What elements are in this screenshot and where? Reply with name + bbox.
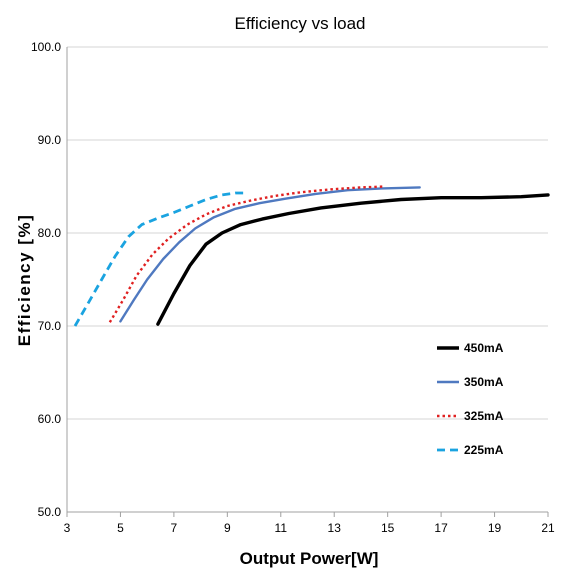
x-tick-label: 17 (434, 521, 448, 535)
y-tick-label: 70.0 (38, 319, 62, 333)
chart-title: Efficiency vs load (234, 14, 365, 33)
y-tick-label: 50.0 (38, 505, 62, 519)
y-tick-label: 80.0 (38, 226, 62, 240)
x-tick-label: 15 (381, 521, 395, 535)
y-tick-label: 90.0 (38, 133, 62, 147)
series-lines (73, 185, 550, 327)
x-tick-label: 7 (171, 521, 178, 535)
y-tick-labels: 50.0 60.0 70.0 80.0 90.0 100.0 (31, 40, 61, 519)
axes (66, 47, 549, 517)
x-tick-label: 9 (224, 521, 231, 535)
x-tick-label: 3 (64, 521, 71, 535)
y-axis-label: Efficiency [%] (15, 214, 34, 346)
x-tick-labels: 3 5 7 9 11 13 15 17 19 21 (64, 521, 555, 535)
series-line-350mA (119, 186, 421, 323)
x-tick-label: 5 (117, 521, 124, 535)
x-tick-label: 11 (275, 521, 288, 535)
legend-label-350mA: 350mA (464, 375, 504, 389)
y-tick-label: 60.0 (38, 412, 62, 426)
y-tick-label: 100.0 (31, 40, 61, 54)
legend: 450mA 350mA 325mA 225mA (437, 341, 504, 457)
x-tick-label: 21 (541, 521, 555, 535)
series-line-325mA (108, 185, 386, 323)
x-tick-label: 19 (488, 521, 502, 535)
series-line-225mA (73, 191, 246, 327)
legend-label-225mA: 225mA (464, 443, 504, 457)
legend-label-325mA: 325mA (464, 409, 504, 423)
x-tick-label: 13 (328, 521, 342, 535)
series-line-450mA (156, 193, 550, 326)
legend-label-450mA: 450mA (464, 341, 504, 355)
x-axis-label: Output Power[W] (240, 549, 379, 568)
